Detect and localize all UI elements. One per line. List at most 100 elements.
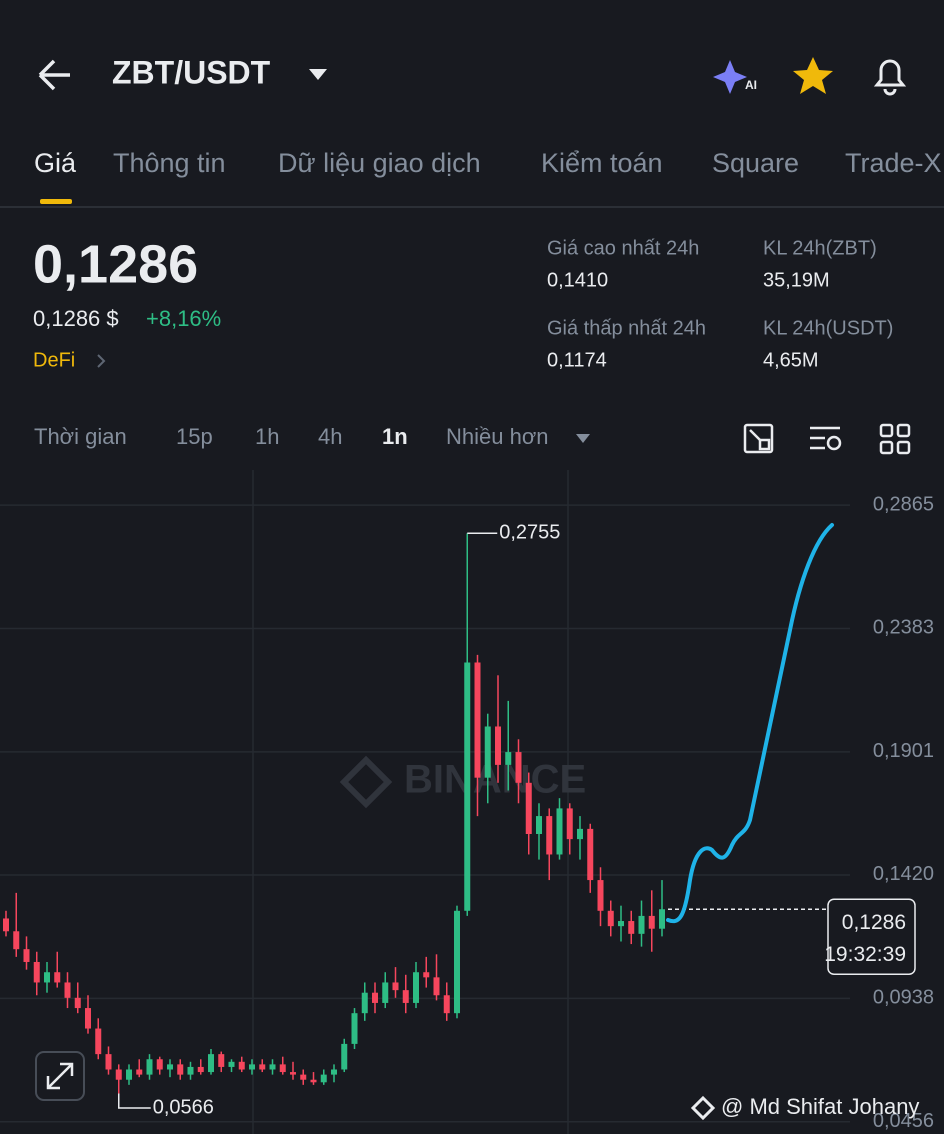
candle-body	[269, 1064, 276, 1070]
y-tick-label: 0,2383	[873, 617, 934, 639]
alert-bell[interactable]	[873, 59, 907, 96]
tab[interactable]: Giá	[34, 148, 77, 178]
candle-body	[279, 1064, 286, 1073]
candle-body	[515, 752, 522, 783]
candle-body	[382, 982, 389, 1003]
candle-body	[423, 972, 430, 978]
candle-body	[290, 1072, 296, 1075]
candle-body	[187, 1066, 194, 1075]
candle-body	[495, 726, 501, 765]
y-tick-label: 0,1420	[873, 863, 934, 885]
pair-dropdown[interactable]	[309, 69, 327, 80]
candle-body	[259, 1064, 266, 1070]
candle-body	[33, 961, 40, 983]
timeframe[interactable]: 15p	[176, 424, 213, 449]
candle-body	[136, 1069, 143, 1075]
watermark: BINANCE	[339, 755, 586, 809]
timeframe[interactable]: Thời gian	[34, 424, 127, 449]
tab[interactable]: Thông tin	[113, 148, 226, 178]
timeframe[interactable]: Nhiều hơn	[446, 424, 549, 449]
tab[interactable]: Trade-X	[845, 148, 942, 178]
candle-body	[126, 1069, 132, 1080]
stat-value: 4,65M	[763, 349, 819, 371]
back-button[interactable]	[38, 59, 70, 91]
candle-body	[218, 1054, 225, 1067]
y-tick-label: 0,0456	[873, 1110, 934, 1132]
favorite-star[interactable]	[793, 57, 833, 94]
candle-body	[607, 910, 614, 927]
candle-body	[177, 1064, 184, 1075]
candle-body	[54, 972, 61, 983]
candle-body	[3, 918, 9, 932]
tab[interactable]: Dữ liệu giao dịch	[278, 148, 481, 178]
candle-body	[638, 915, 645, 934]
candle-body	[536, 816, 542, 834]
price-change: +8,16%	[146, 306, 221, 331]
candle-body	[556, 808, 563, 855]
candle-body	[74, 997, 81, 1009]
low-label: 0,0566	[153, 1096, 214, 1118]
last-price-box	[827, 898, 916, 976]
y-tick-label: 0,2865	[873, 493, 934, 515]
candle-body	[454, 910, 460, 1014]
candle-body	[249, 1064, 255, 1070]
stat-value: 0,1174	[547, 349, 607, 371]
pair-title[interactable]: ZBT/USDT	[112, 54, 271, 90]
candle-body	[618, 921, 624, 927]
ai-button[interactable]: AI	[713, 60, 757, 94]
candle-body	[433, 977, 440, 996]
candle-body	[341, 1043, 348, 1070]
stat-label: KL 24h(ZBT)	[763, 237, 877, 259]
candle-body	[351, 1013, 358, 1044]
svg-text:BINANCE: BINANCE	[404, 758, 586, 802]
candle-body	[238, 1061, 245, 1070]
stat-label: Giá thấp nhất 24h	[547, 317, 706, 339]
chevron	[97, 354, 106, 368]
candle-body	[566, 808, 573, 840]
candle-body	[197, 1066, 204, 1073]
tab[interactable]: Kiểm toán	[541, 148, 663, 178]
sector-tag[interactable]: DeFi	[33, 349, 75, 371]
expand-button[interactable]	[35, 1051, 85, 1101]
candle-body	[115, 1069, 122, 1080]
candle-body	[628, 921, 635, 934]
candle-body	[44, 972, 50, 983]
candle-body	[64, 982, 71, 998]
stat-label: KL 24h(USDT)	[763, 317, 893, 339]
candle-body	[95, 1028, 102, 1055]
candle-body	[474, 662, 481, 778]
drawn-forecast-curve	[666, 523, 834, 924]
more-dropdown[interactable]	[576, 434, 590, 443]
candle-body	[392, 982, 399, 991]
candle-body	[659, 909, 665, 929]
high-label: 0,2755	[499, 522, 560, 544]
y-tick-label: 0,0938	[873, 987, 934, 1009]
candle-body	[402, 990, 409, 1003]
candle-body	[443, 995, 450, 1014]
candle-body	[146, 1059, 153, 1075]
usd-price: 0,1286 $	[33, 306, 119, 331]
candle-body	[525, 782, 532, 834]
timeframe[interactable]: 1n	[382, 424, 408, 449]
candle-body	[413, 972, 419, 1003]
candle-body	[546, 816, 553, 855]
candle-body	[310, 1079, 317, 1083]
tab[interactable]: Square	[712, 148, 799, 178]
stat-value: 35,19M	[763, 269, 830, 291]
timeframe[interactable]: 1h	[255, 424, 279, 449]
candle-body	[320, 1074, 327, 1083]
toolbar-icons[interactable]	[743, 423, 911, 455]
candle-body	[577, 828, 583, 840]
stat-label: Giá cao nhất 24h	[547, 237, 699, 259]
candle-body	[300, 1074, 307, 1080]
candle-body	[13, 931, 20, 950]
timeframe[interactable]: 4h	[318, 424, 342, 449]
candle-body	[105, 1054, 112, 1070]
candle-body	[23, 949, 30, 962]
candle-body	[331, 1069, 337, 1075]
countdown: 19:32:39	[824, 943, 906, 966]
last-price-label: 0,1286	[842, 911, 906, 934]
candle-body	[464, 662, 471, 911]
